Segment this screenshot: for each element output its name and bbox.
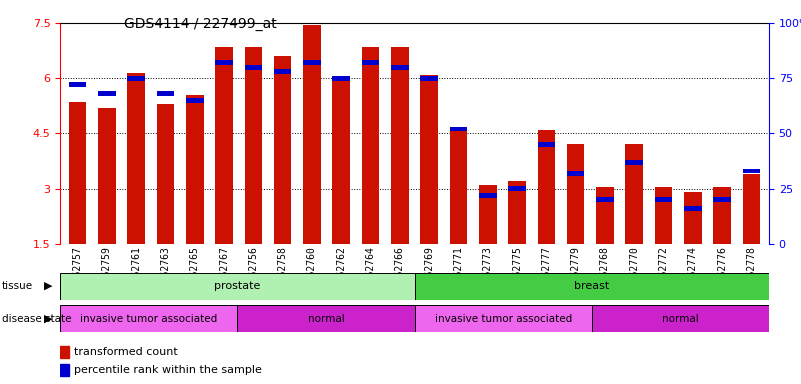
Bar — [60, 273, 415, 300]
Text: GDS4114 / 227499_at: GDS4114 / 227499_at — [124, 17, 277, 31]
Text: transformed count: transformed count — [74, 347, 178, 357]
Text: invasive tumor associated: invasive tumor associated — [80, 314, 217, 324]
Bar — [99, 91, 115, 96]
Text: invasive tumor associated: invasive tumor associated — [434, 314, 572, 324]
Text: breast: breast — [574, 281, 610, 291]
Bar — [332, 76, 350, 81]
Bar — [509, 186, 525, 191]
Bar — [537, 130, 555, 244]
Text: prostate: prostate — [214, 281, 260, 291]
Bar — [592, 305, 769, 332]
Text: percentile rank within the sample: percentile rank within the sample — [74, 365, 262, 375]
Bar — [537, 142, 555, 147]
Bar — [186, 98, 203, 103]
Bar — [127, 76, 145, 81]
Bar — [449, 130, 467, 244]
Bar — [391, 65, 409, 70]
Bar — [421, 74, 438, 244]
Bar — [415, 273, 769, 300]
Bar — [654, 197, 672, 202]
Bar — [415, 305, 592, 332]
Bar — [69, 102, 87, 244]
Bar — [626, 160, 643, 164]
Text: ▶: ▶ — [44, 314, 53, 324]
Bar — [215, 47, 233, 244]
Bar — [391, 47, 409, 244]
Bar — [743, 169, 760, 173]
Bar — [626, 144, 643, 244]
Text: disease state: disease state — [2, 314, 71, 324]
Bar — [244, 65, 262, 70]
Text: tissue: tissue — [2, 281, 33, 291]
Bar — [362, 60, 380, 65]
Bar — [60, 346, 69, 358]
Bar — [362, 47, 380, 244]
Bar — [304, 25, 320, 244]
Bar — [684, 192, 702, 244]
Bar — [596, 187, 614, 244]
Bar — [215, 60, 233, 65]
Bar — [684, 206, 702, 211]
Bar — [60, 305, 237, 332]
Bar — [449, 127, 467, 131]
Bar — [157, 91, 175, 96]
Bar — [654, 187, 672, 244]
Bar — [332, 76, 350, 244]
Bar — [274, 56, 292, 244]
Text: ▶: ▶ — [44, 281, 53, 291]
Bar — [479, 185, 497, 244]
Bar — [714, 187, 731, 244]
Bar — [157, 104, 175, 244]
Bar — [244, 47, 262, 244]
Bar — [304, 60, 320, 65]
Bar — [509, 181, 525, 244]
Bar — [69, 83, 87, 87]
Bar — [99, 108, 115, 244]
Bar — [743, 174, 760, 244]
Bar — [60, 364, 69, 376]
Bar — [186, 95, 203, 244]
Bar — [714, 197, 731, 202]
Text: normal: normal — [662, 314, 698, 324]
Bar — [274, 69, 292, 74]
Bar — [237, 305, 415, 332]
Bar — [596, 197, 614, 202]
Bar — [421, 76, 438, 81]
Bar — [127, 73, 145, 244]
Bar — [567, 144, 585, 244]
Bar — [567, 171, 585, 175]
Text: normal: normal — [308, 314, 344, 324]
Bar — [479, 193, 497, 198]
